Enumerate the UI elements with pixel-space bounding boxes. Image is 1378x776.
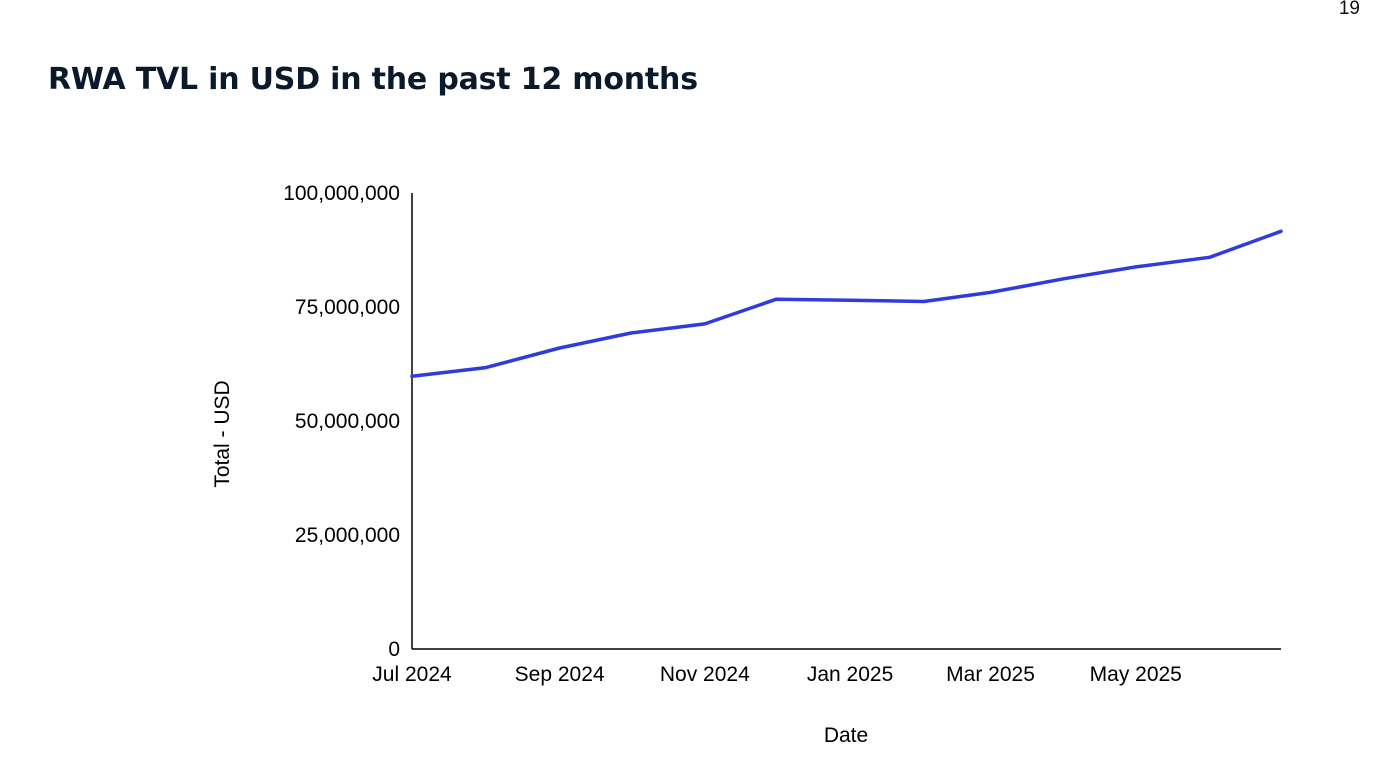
series-group	[410, 229, 1283, 379]
page-title: RWA TVL in USD in the past 12 months	[48, 62, 698, 97]
x-tick-label: May 2025	[1090, 663, 1182, 686]
y-tick-label: 50,000,000	[295, 410, 400, 433]
x-tick-label: Jan 2025	[807, 663, 893, 686]
y-tick-labels: 0 25,000,000 50,000,000 75,000,000 100,000,0…	[283, 182, 400, 661]
x-tick-labels: Jul 2024 Sep 2024 Nov 2024 Jan 2025 Mar 2025…	[372, 663, 1182, 686]
x-tick-label: Jul 2024	[372, 663, 452, 686]
x-axis-label: Date	[824, 724, 868, 747]
series-line	[410, 229, 1283, 379]
y-axis-label: Total - USD	[211, 380, 234, 487]
x-tick-label: Nov 2024	[660, 663, 750, 686]
y-tick-label: 100,000,000	[283, 182, 400, 205]
x-tick-label: Sep 2024	[515, 663, 605, 686]
y-tick-label: 25,000,000	[295, 524, 400, 547]
y-tick-label: 0	[388, 638, 400, 661]
y-tick-label: 75,000,000	[295, 296, 400, 319]
page-number: 19	[1338, 0, 1360, 19]
x-tick-label: Mar 2025	[946, 663, 1035, 686]
